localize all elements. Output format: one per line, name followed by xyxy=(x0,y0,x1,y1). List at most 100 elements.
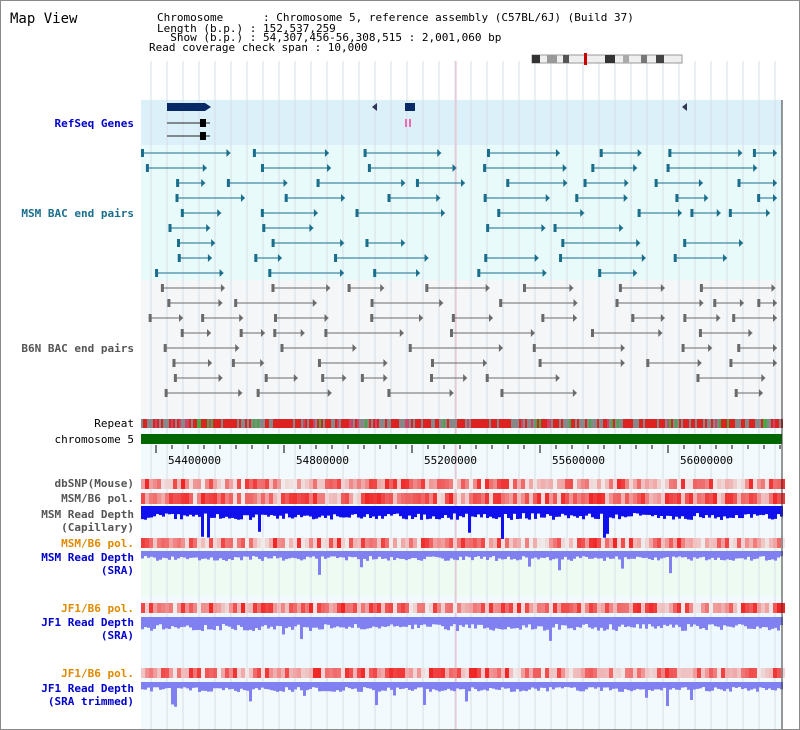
msm-pol-cell xyxy=(505,538,509,548)
jf1-depth-trim-bar xyxy=(339,682,342,692)
jf1-pol-cell xyxy=(685,668,689,678)
jf1-depth-trim-bar xyxy=(315,682,318,688)
jf1-depth-trim-bar xyxy=(537,682,540,691)
jf1-pol-cell xyxy=(621,668,625,678)
msm-pol-cell xyxy=(321,538,325,548)
jf1-depth-trim-bar xyxy=(726,682,729,689)
dbsnp-cell xyxy=(369,479,373,489)
msm-depth-cap-bar xyxy=(621,506,624,517)
dbsnp-cell xyxy=(301,479,305,489)
label-b6n-bac[interactable]: B6N BAC end pairs xyxy=(21,342,134,355)
jf1-depth-sra-bar xyxy=(372,617,375,627)
jf1-depth-trim-bar xyxy=(162,682,165,690)
dbsnp-cell xyxy=(249,479,253,489)
jf1-depth-trim-bar xyxy=(396,682,399,688)
msm-depth-cap-bar xyxy=(600,506,603,514)
repeat-feature xyxy=(721,419,723,428)
jf1-depth-sra-bar xyxy=(399,617,402,628)
dbsnp-cell xyxy=(497,479,501,489)
label-msm-bac[interactable]: MSM BAC end pairs xyxy=(21,207,134,220)
dbsnp-cell xyxy=(517,479,521,489)
msm-bac-pair-end xyxy=(260,209,264,217)
repeat-feature xyxy=(365,419,367,428)
msm-bac-pair-end xyxy=(437,149,442,157)
jf1-depth-trim-bar xyxy=(576,682,579,691)
b6n-bac-pair-end xyxy=(327,389,332,397)
jf1-depth-sra-bar xyxy=(201,617,204,631)
msm-depth-sra-bar xyxy=(210,551,213,558)
b6n-bac-pair-end xyxy=(573,314,578,322)
b6n-bac-pair-end xyxy=(167,299,171,307)
repeat-feature xyxy=(269,419,271,428)
msm-depth-cap-bar xyxy=(336,506,339,517)
ideogram-band xyxy=(656,55,664,63)
msm-pol-cell xyxy=(345,493,349,504)
msm-depth-sra-bar xyxy=(303,551,306,560)
label-jf1-pol-2[interactable]: JF1/B6 pol. xyxy=(61,667,134,680)
label-msm-depth-cap[interactable]: MSM Read Depth xyxy=(41,508,134,521)
msm-pol-cell xyxy=(153,493,157,504)
label-jf1-depth-trim[interactable]: JF1 Read Depth xyxy=(41,682,134,695)
jf1-pol-cell xyxy=(209,668,213,678)
msm-depth-cap-bar xyxy=(684,506,687,519)
jf1-depth-trim-bar xyxy=(264,682,267,689)
label-jf1-depth-sra[interactable]: JF1 Read Depth xyxy=(41,616,134,629)
jf1-depth-trim-bar xyxy=(735,682,738,688)
jf1-pol-cell xyxy=(389,668,393,678)
msm-depth-cap-bar xyxy=(735,506,738,516)
jf1-pol-cell xyxy=(457,668,461,678)
jf1-depth-sra-bar xyxy=(378,617,381,629)
repeat-feature xyxy=(697,419,699,428)
jf1-depth-trim-bar xyxy=(243,682,246,691)
msm-pol-cell xyxy=(781,493,785,504)
jf1-pol-cell xyxy=(261,668,265,678)
label-msm-pol-1[interactable]: MSM/B6 pol. xyxy=(61,492,134,505)
jf1-depth-sra-bar xyxy=(708,617,711,625)
repeat-feature xyxy=(581,419,583,428)
label-refseq-genes[interactable]: RefSeq Genes xyxy=(54,117,134,130)
b6n-bac-pair-end xyxy=(699,284,703,292)
label-msm-depth-sra-sub: (SRA) xyxy=(100,564,134,577)
msm-pol-cell xyxy=(401,538,405,548)
jf1-pol-cell xyxy=(417,603,421,613)
msm-depth-sra-bar xyxy=(681,551,684,558)
repeat-feature xyxy=(179,419,181,428)
label-repeat[interactable]: Repeat xyxy=(94,417,134,430)
repeat-feature xyxy=(455,419,457,428)
jf1-depth-trim-bar xyxy=(180,682,183,689)
msm-pol-cell xyxy=(489,538,493,548)
msm-depth-cap-bar xyxy=(408,506,411,516)
dbsnp-cell xyxy=(361,479,365,489)
msm-pol-cell xyxy=(317,493,321,504)
jf1-depth-sra-bar xyxy=(642,617,645,625)
repeat-feature xyxy=(147,419,149,428)
repeat-feature xyxy=(615,419,617,428)
jf1-pol-cell xyxy=(569,603,573,613)
jf1-depth-trim-bar xyxy=(615,682,618,689)
jf1-depth-trim-bar xyxy=(453,682,456,692)
msm-bac-pair-end xyxy=(598,269,602,277)
msm-depth-sra-bar xyxy=(354,551,357,558)
label-msm-pol-2[interactable]: MSM/B6 pol. xyxy=(61,537,134,550)
repeat-feature xyxy=(369,419,371,428)
label-jf1-pol-1[interactable]: JF1/B6 pol. xyxy=(61,602,134,615)
msm-depth-cap-bar xyxy=(423,506,426,515)
label-chromosome[interactable]: chromosome 5 xyxy=(54,433,134,446)
msm-pol-cell xyxy=(705,538,709,548)
jf1-depth-sra-bar xyxy=(258,617,261,631)
msm-depth-sra-bar xyxy=(408,551,411,560)
label-dbsnp[interactable]: dbSNP(Mouse) xyxy=(54,477,134,490)
jf1-depth-trim-bar xyxy=(633,682,636,691)
msm-depth-cap-bar xyxy=(153,506,156,517)
msm-depth-cap-bar xyxy=(441,506,444,518)
msm-depth-cap-bar xyxy=(420,506,423,520)
msm-depth-sra-bar xyxy=(222,551,225,561)
jf1-pol-cell xyxy=(673,668,677,678)
msm-pol-cell xyxy=(569,538,573,548)
label-msm-depth-sra[interactable]: MSM Read Depth xyxy=(41,551,134,564)
msm-pol-cell xyxy=(233,538,237,548)
dbsnp-cell xyxy=(709,479,713,489)
msm-bac-pair-end xyxy=(773,179,777,187)
jf1-depth-sra-bar xyxy=(723,617,726,626)
